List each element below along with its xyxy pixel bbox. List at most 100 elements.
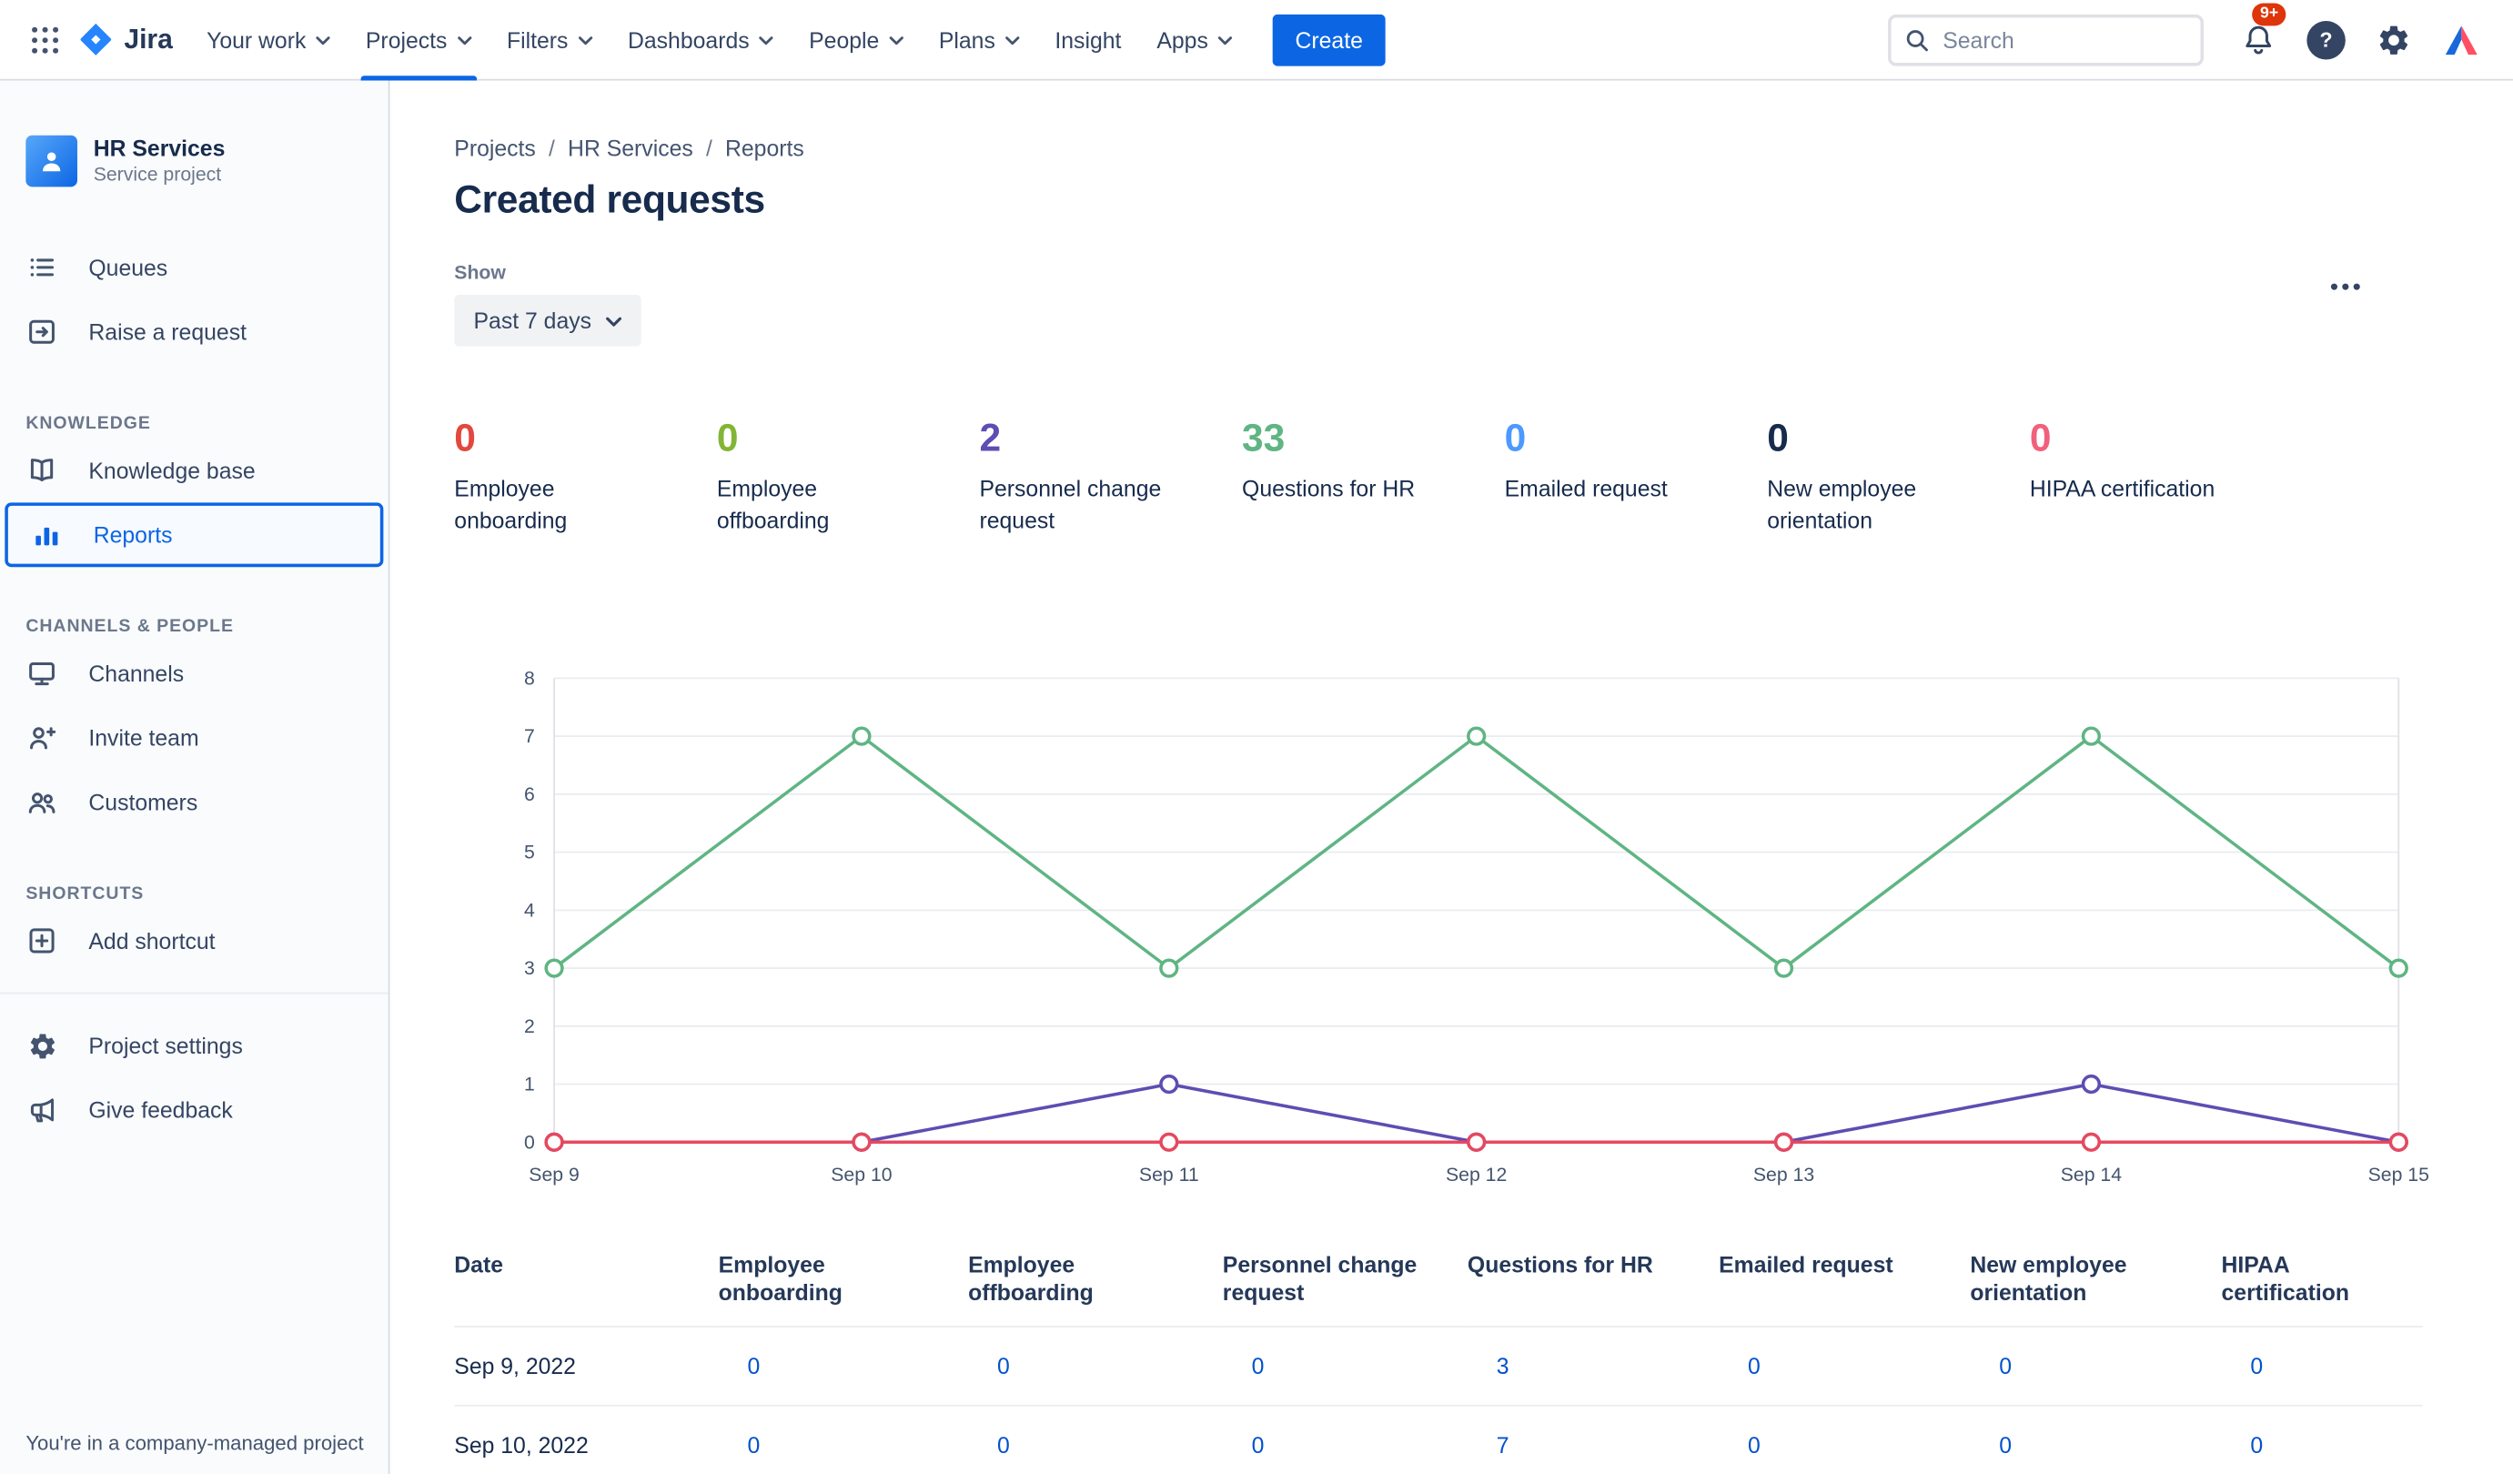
cell-value-link[interactable]: 0 xyxy=(1251,1431,1265,1459)
app-mark-button[interactable] xyxy=(2436,14,2488,66)
person-add-icon xyxy=(25,722,57,753)
cell-value-link[interactable]: 0 xyxy=(1747,1431,1761,1459)
sidebar-item-reports[interactable]: Reports xyxy=(5,502,384,568)
breadcrumb-projects[interactable]: Projects xyxy=(454,135,536,162)
svg-text:5: 5 xyxy=(524,842,535,863)
sidebar-item-knowledge-base[interactable]: Knowledge base xyxy=(0,439,389,503)
nav-item-people[interactable]: People xyxy=(792,0,922,80)
chevron-down-icon xyxy=(316,35,330,45)
breadcrumb-reports[interactable]: Reports xyxy=(725,135,804,162)
svg-text:Sep 14: Sep 14 xyxy=(2061,1164,2122,1186)
sidebar-section-knowledge: KNOWLEDGE xyxy=(25,414,151,434)
svg-text:Sep 9: Sep 9 xyxy=(529,1164,579,1186)
top-navigation: Jira Your work Projects Filters Dashboar… xyxy=(0,0,2513,81)
chevron-down-icon xyxy=(1217,35,1233,45)
app-switcher-button[interactable] xyxy=(19,14,71,66)
stat-hipaa-certification: 0 HIPAA certification xyxy=(2029,417,2215,501)
breadcrumb: Projects / HR Services / Reports xyxy=(454,135,804,162)
cell-value-link[interactable]: 0 xyxy=(2250,1353,2264,1379)
jira-logo-text: Jira xyxy=(124,23,173,55)
column-header-date: Date xyxy=(454,1251,504,1278)
main-content: Projects / HR Services / Reports Created… xyxy=(389,81,2513,1484)
sidebar-item-raise-request[interactable]: Raise a request xyxy=(0,299,389,364)
sidebar-item-project-settings[interactable]: Project settings xyxy=(0,1014,389,1078)
breadcrumb-hr-services[interactable]: HR Services xyxy=(568,135,693,162)
nav-item-apps[interactable]: Apps xyxy=(1139,0,1250,80)
chevron-down-icon xyxy=(759,35,773,45)
cell-value-link[interactable]: 7 xyxy=(1496,1431,1509,1459)
svg-text:Sep 11: Sep 11 xyxy=(1139,1164,1199,1186)
svg-text:Sep 15: Sep 15 xyxy=(2368,1164,2429,1186)
project-name: HR Services xyxy=(93,135,226,162)
sidebar-item-customers[interactable]: Customers xyxy=(0,770,389,834)
sidebar-section-shortcuts: SHORTCUTS xyxy=(25,884,145,904)
help-button[interactable]: ? xyxy=(2300,14,2352,66)
nav-item-your-work[interactable]: Your work xyxy=(189,0,348,80)
cell-value-link[interactable]: 0 xyxy=(747,1353,761,1379)
cell-value-link[interactable]: 0 xyxy=(747,1431,761,1459)
column-header: Emailed request xyxy=(1719,1251,1893,1278)
stat-employee-offboarding: 0 Employee offboarding xyxy=(716,417,830,534)
sidebar-item-invite-team[interactable]: Invite team xyxy=(0,705,389,770)
table-header-row: Date Employee onboarding Employee offboa… xyxy=(454,1252,2423,1327)
nav-item-filters[interactable]: Filters xyxy=(489,0,610,80)
sidebar-item-queues[interactable]: Queues xyxy=(0,235,389,299)
cell-value-link[interactable]: 3 xyxy=(1496,1353,1509,1379)
nav-item-projects[interactable]: Projects xyxy=(348,0,489,80)
project-type: Service project xyxy=(93,162,222,186)
megaphone-icon xyxy=(25,1094,57,1126)
gear-icon xyxy=(25,1029,57,1061)
project-sidebar: HR Services Service project Queues Raise… xyxy=(0,80,390,1475)
raise-request-icon xyxy=(25,316,57,348)
cell-value-link[interactable]: 0 xyxy=(996,1431,1010,1459)
more-actions-button[interactable] xyxy=(2320,261,2372,313)
chevron-down-icon xyxy=(457,35,471,45)
cell-value-link[interactable]: 0 xyxy=(1747,1353,1761,1379)
cell-value-link[interactable]: 0 xyxy=(1251,1353,1265,1379)
sidebar-item-channels[interactable]: Channels xyxy=(0,641,389,706)
cell-value-link[interactable]: 0 xyxy=(1999,1431,2012,1459)
nav-item-dashboards[interactable]: Dashboards xyxy=(610,0,791,80)
svg-text:7: 7 xyxy=(524,725,535,747)
column-header: Questions for HR xyxy=(1467,1251,1653,1278)
svg-text:Sep 12: Sep 12 xyxy=(1446,1164,1507,1186)
notifications-button[interactable]: 9+ xyxy=(2233,2,2287,66)
search-box xyxy=(1888,14,2205,66)
period-filter-dropdown[interactable]: Past 7 days xyxy=(454,295,641,347)
ellipsis-icon xyxy=(2329,282,2361,292)
search-icon xyxy=(1904,26,1930,52)
jira-logo[interactable]: Jira xyxy=(77,21,173,58)
column-header: Personnel change request xyxy=(1222,1251,1418,1306)
sidebar-item-give-feedback[interactable]: Give feedback xyxy=(0,1077,389,1142)
settings-button[interactable] xyxy=(2368,14,2420,66)
cell-value-link[interactable]: 0 xyxy=(1999,1353,2012,1379)
svg-text:Sep 13: Sep 13 xyxy=(1753,1164,1814,1186)
create-button[interactable]: Create xyxy=(1272,14,1386,66)
svg-text:4: 4 xyxy=(524,899,535,921)
stat-new-employee-orientation: 0 New employee orientation xyxy=(1767,417,1917,534)
topnav-right: 9+ ? xyxy=(1888,2,2488,66)
page-title: Created requests xyxy=(454,178,765,223)
grid-icon xyxy=(29,24,61,56)
stat-questions-for-hr: 33 Questions for HR xyxy=(1242,417,1416,501)
sidebar-item-add-shortcut[interactable]: Add shortcut xyxy=(0,909,389,974)
created-requests-chart: 0 1 2 3 4 5 6 7 8 Sep 9 Sep 10 Sep 11 Sep 12 Sep 13 Se… xyxy=(454,665,2429,1196)
primary-nav: Your work Projects Filters Dashboards Pe… xyxy=(189,0,1250,80)
nav-item-plans[interactable]: Plans xyxy=(921,0,1037,80)
request-type-stats: 0 Employee onboarding 0 Employee offboar… xyxy=(454,418,2513,537)
search-input[interactable] xyxy=(1943,26,2188,53)
svg-text:6: 6 xyxy=(524,783,535,805)
monitor-icon xyxy=(25,657,57,689)
help-icon: ? xyxy=(2306,20,2346,59)
chevron-down-icon xyxy=(578,35,592,45)
requests-table: Date Employee onboarding Employee offboa… xyxy=(454,1252,2423,1484)
cell-value-link[interactable]: 0 xyxy=(2250,1431,2264,1459)
nav-item-insight[interactable]: Insight xyxy=(1037,0,1139,80)
queues-icon xyxy=(25,251,57,283)
show-filter-label: Show xyxy=(454,260,506,284)
column-header: New employee orientation xyxy=(1970,1251,2127,1306)
managed-project-note[interactable]: You're in a company-managed project xyxy=(25,1431,364,1455)
cell-value-link[interactable]: 0 xyxy=(996,1353,1010,1379)
notification-badge: 9+ xyxy=(2252,2,2287,25)
